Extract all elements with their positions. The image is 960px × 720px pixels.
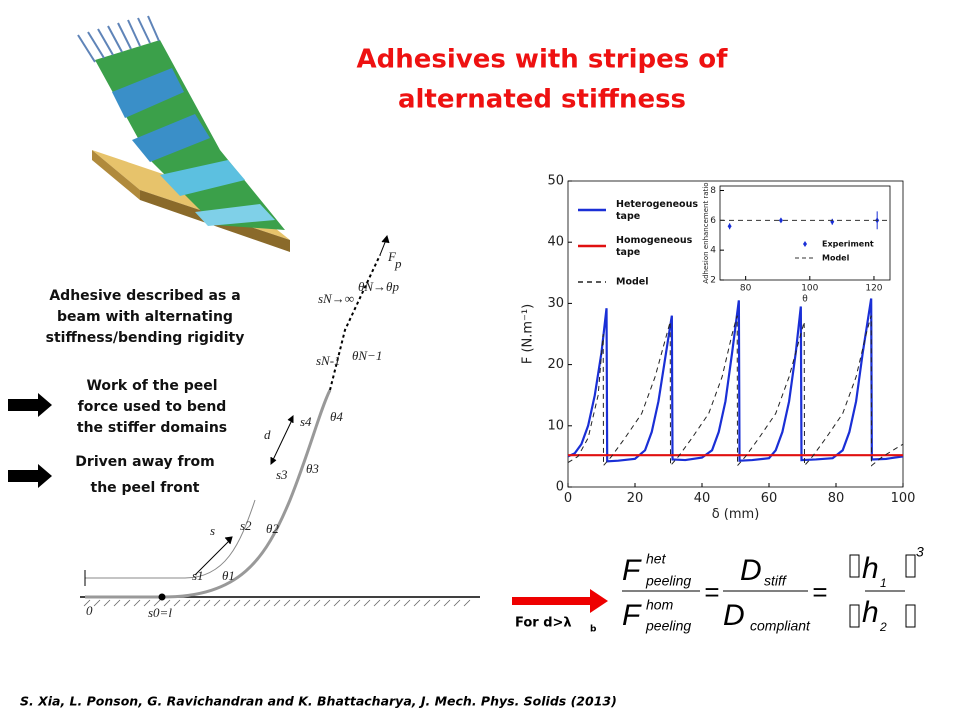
equation-term: =	[812, 577, 827, 607]
equation-term: het	[646, 551, 667, 567]
description: stiffness/bending rigidity	[46, 330, 245, 346]
x-axis-label: δ (mm)	[712, 507, 760, 522]
y-tick-label: 50	[547, 174, 564, 189]
x-tick-label: 20	[627, 491, 644, 506]
equation-term: F	[622, 599, 642, 632]
equation-term: D	[740, 554, 762, 587]
diagram-label: θ2	[266, 521, 279, 536]
y-tick-label: 30	[547, 296, 564, 311]
diagram-label: θ1	[222, 568, 235, 583]
y-tick-label: 4	[710, 246, 716, 256]
diagram-label: sN-1	[316, 353, 341, 368]
x-tick-label: 80	[828, 491, 845, 506]
x-tick-label: 40	[694, 491, 711, 506]
diagram-label: s2	[240, 518, 252, 533]
diagram-label: 0	[86, 603, 93, 618]
equation-term: F	[622, 554, 642, 587]
x-tick-label: 60	[761, 491, 778, 506]
diagram-label: θN→θp	[358, 279, 399, 294]
diagram-label: θN−1	[352, 348, 382, 363]
diagram-label: s0=l	[148, 605, 172, 620]
diagram-label: s4	[300, 414, 312, 429]
beam-diagram	[80, 234, 480, 607]
point	[778, 217, 783, 224]
tape-illustration	[77, 15, 290, 252]
equation	[622, 554, 916, 628]
y-tick-label: 10	[547, 418, 564, 433]
arrows	[8, 393, 608, 613]
diagram-label: s3	[276, 467, 288, 482]
equation-term: compliant	[750, 618, 811, 634]
legend-label: Heterogeneous tape	[616, 199, 698, 222]
x-tick-label: 0	[564, 491, 572, 506]
equation-term: stiff	[764, 573, 788, 589]
description: beam with alternating	[57, 309, 233, 325]
description: Work of the peel	[86, 378, 217, 394]
citation: S. Xia, L. Ponson, G. Ravichandran and K…	[20, 694, 617, 709]
description: the peel front	[91, 480, 200, 496]
legend-label: Model	[616, 277, 648, 288]
y-tick-label: 2	[710, 276, 716, 286]
diagram-label: F	[387, 249, 397, 264]
y-tick-label: 20	[547, 357, 564, 372]
series-line	[567, 298, 904, 463]
equation-term: peeling	[645, 618, 691, 634]
legend-label: Experiment	[822, 240, 874, 249]
equation-term: h	[862, 596, 879, 629]
diagram-label: sN→∞	[318, 291, 354, 306]
legend-label: Model	[822, 254, 850, 263]
condition: For d>λ	[515, 616, 572, 631]
y-tick-label: 6	[710, 216, 716, 226]
equation-term: D	[723, 599, 745, 632]
legend-label: Homogeneous tape	[616, 235, 693, 258]
diagram-label: s1	[192, 568, 204, 583]
plot-area	[719, 185, 891, 281]
series-line	[567, 315, 904, 467]
title: alternated stiffness	[398, 85, 686, 115]
x-tick-label: 100	[801, 284, 818, 294]
diagram-label: θ3	[306, 461, 319, 476]
y-axis-label: Adhesion enhancement ratio	[702, 182, 710, 283]
description: Adhesive described as a	[49, 288, 240, 304]
title: Adhesives with stripes of	[357, 45, 729, 75]
diagram-label: p	[394, 256, 402, 271]
diagram-label: s	[210, 523, 215, 538]
diagram-label: θ4	[330, 409, 343, 424]
y-tick-label: 40	[547, 235, 564, 250]
diagram-label: d	[264, 427, 271, 442]
equation-term: h	[862, 552, 879, 585]
equation-term: 2	[879, 620, 887, 634]
legend-swatch	[803, 241, 807, 247]
equation-term: hom	[646, 597, 674, 613]
equation-term: =	[704, 577, 719, 607]
description: Driven away from	[75, 454, 214, 470]
y-axis-label: F (N.m⁻¹)	[521, 304, 536, 364]
x-axis-label: θ	[802, 294, 808, 304]
x-tick-label: 80	[740, 284, 752, 294]
x-tick-label: 120	[865, 284, 882, 294]
equation-term: 3	[916, 544, 924, 560]
equation-term: 1	[880, 576, 887, 590]
point	[727, 223, 732, 230]
equation-term: peeling	[645, 573, 691, 589]
y-tick-label: 8	[710, 186, 716, 196]
y-tick-label: 0	[556, 480, 564, 495]
description: force used to bend	[78, 399, 227, 415]
x-tick-label: 100	[891, 491, 916, 506]
condition-sub: b	[590, 625, 597, 635]
description: the stiffer domains	[77, 420, 227, 436]
